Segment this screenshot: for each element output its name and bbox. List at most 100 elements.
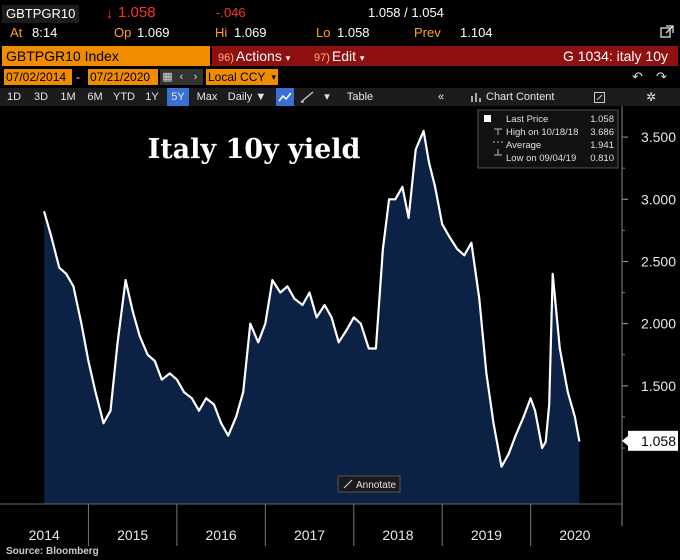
data-point bbox=[160, 378, 163, 381]
export-icon[interactable] bbox=[660, 25, 674, 39]
redo-icon[interactable]: ↷ bbox=[656, 69, 667, 84]
chart-toolbar: 1D 3D 1M 6M YTD 1Y 5Y Max Daily ▼ ▾ Tabl… bbox=[0, 88, 680, 106]
legend-swatch bbox=[484, 115, 491, 122]
edit-pencil-icon[interactable] bbox=[592, 88, 606, 106]
data-point bbox=[109, 409, 112, 412]
frequency-label: Daily bbox=[227, 91, 253, 103]
data-point bbox=[573, 416, 576, 418]
data-point bbox=[168, 372, 171, 375]
data-point bbox=[50, 235, 53, 238]
source-note: Source: Bloomberg bbox=[6, 546, 99, 557]
frequency-select[interactable]: Daily ▼ bbox=[224, 88, 270, 106]
data-point bbox=[456, 248, 459, 250]
data-point bbox=[191, 397, 193, 400]
data-point bbox=[72, 285, 75, 288]
high-label: Hi bbox=[215, 25, 228, 40]
function-bar: 96) Actions ▾ 97) Edit ▾ G 1034: italy 10y bbox=[212, 46, 678, 66]
data-point bbox=[544, 440, 547, 443]
actions-menu[interactable]: 96) Actions ▾ bbox=[218, 46, 290, 66]
table-button[interactable]: Table bbox=[346, 91, 374, 103]
annotate-pencil-icon bbox=[343, 479, 353, 489]
x-tick-label: 2017 bbox=[294, 527, 325, 543]
data-point bbox=[463, 254, 466, 257]
data-point bbox=[153, 360, 156, 362]
x-tick-label: 2015 bbox=[117, 527, 148, 543]
open-label: Op bbox=[114, 25, 132, 40]
data-point bbox=[146, 353, 149, 356]
ticker-symbol[interactable]: GBTPGR10 bbox=[2, 5, 80, 23]
annotate-button[interactable]: Annotate bbox=[337, 475, 401, 493]
data-point bbox=[264, 322, 267, 325]
low-label: Lo bbox=[316, 25, 331, 40]
data-point bbox=[227, 434, 230, 437]
currency-select[interactable]: Local CCY ▾ bbox=[206, 69, 278, 85]
collapse-icon[interactable]: « bbox=[437, 91, 445, 103]
chart-content-button[interactable]: Chart Content bbox=[486, 91, 555, 103]
x-tick-label: 2016 bbox=[206, 527, 237, 543]
edit-dropdown-icon: ▾ bbox=[359, 53, 365, 63]
previous-icon[interactable]: ‹ bbox=[174, 69, 189, 85]
range-1d[interactable]: 1D bbox=[6, 91, 22, 103]
range-max[interactable]: Max bbox=[196, 91, 218, 103]
data-point bbox=[301, 304, 304, 306]
data-point bbox=[414, 148, 417, 151]
actions-dropdown-icon: ▾ bbox=[285, 53, 291, 63]
data-point bbox=[407, 217, 410, 219]
chart-content-icon bbox=[470, 88, 484, 106]
y-tick-label: 3.500 bbox=[641, 129, 676, 145]
x-tick-label: 2018 bbox=[382, 527, 413, 543]
data-point bbox=[359, 322, 362, 325]
data-point bbox=[337, 341, 340, 344]
drawing-tool-icon[interactable] bbox=[298, 88, 316, 106]
legend-box[interactable]: Last Price 1.058 High on 10/18/18 3.686 Aver… bbox=[477, 109, 619, 169]
date-separator: - bbox=[76, 70, 80, 84]
next-icon[interactable]: › bbox=[188, 69, 203, 85]
line-chart-icon[interactable] bbox=[276, 88, 294, 106]
range-1m[interactable]: 1M bbox=[60, 91, 76, 103]
data-point bbox=[308, 291, 311, 294]
range-6m[interactable]: 6M bbox=[87, 91, 103, 103]
data-point bbox=[529, 397, 532, 400]
data-point bbox=[87, 360, 90, 362]
annotate-frame bbox=[337, 475, 401, 493]
data-point bbox=[94, 391, 97, 393]
data-point bbox=[352, 316, 355, 319]
down-arrow-icon: ↓ bbox=[106, 5, 113, 21]
data-point bbox=[382, 248, 384, 250]
legend-high-label: High on 10/18/18 bbox=[506, 127, 578, 138]
high-value: 1.069 bbox=[234, 25, 267, 40]
x-tick-label: 2020 bbox=[559, 527, 590, 543]
undo-icon[interactable]: ↶ bbox=[632, 69, 643, 84]
range-ytd[interactable]: YTD bbox=[113, 91, 135, 103]
more-tools-icon[interactable]: ▾ bbox=[324, 91, 330, 103]
calendar-icon[interactable]: ▦ bbox=[160, 69, 175, 85]
edit-menu[interactable]: 97) Edit ▾ bbox=[314, 46, 364, 66]
data-point bbox=[116, 341, 119, 344]
prev-label: Prev bbox=[414, 25, 441, 40]
legend-average-value: 1.941 bbox=[590, 140, 614, 151]
data-point bbox=[279, 291, 282, 294]
data-point bbox=[548, 403, 551, 406]
data-point bbox=[422, 129, 425, 132]
date-range-row: 07/02/2014 - 07/21/2020 ▦ ‹ › Local CCY ▾… bbox=[0, 68, 680, 86]
chart-area: 1.500 2.000 2.500 3.000 3.500 1.058 2014 2015 20… bbox=[0, 106, 680, 546]
settings-gear-icon[interactable]: ✲ bbox=[645, 90, 657, 104]
range-5y[interactable]: 5Y bbox=[167, 88, 189, 106]
range-1y[interactable]: 1Y bbox=[145, 91, 159, 103]
data-point bbox=[578, 439, 581, 442]
data-point bbox=[566, 391, 569, 393]
actions-number: 96) bbox=[218, 52, 234, 64]
data-point bbox=[175, 378, 178, 381]
data-point bbox=[500, 465, 503, 468]
legend-last-price-label: Last Price bbox=[506, 114, 548, 125]
data-point bbox=[124, 279, 127, 282]
data-point bbox=[330, 316, 333, 319]
security-field[interactable]: GBTPGR10 Index bbox=[2, 46, 210, 66]
data-point bbox=[286, 285, 289, 288]
end-date-field[interactable]: 07/21/2020 bbox=[88, 69, 158, 85]
data-point bbox=[102, 422, 105, 425]
quote-row: At 8:14 Op 1.069 Hi 1.069 Lo 1.058 Prev … bbox=[0, 25, 680, 43]
start-date-field[interactable]: 07/02/2014 bbox=[4, 69, 72, 85]
range-3d[interactable]: 3D bbox=[33, 91, 49, 103]
chart-title: Italy 10y yield bbox=[148, 134, 361, 165]
